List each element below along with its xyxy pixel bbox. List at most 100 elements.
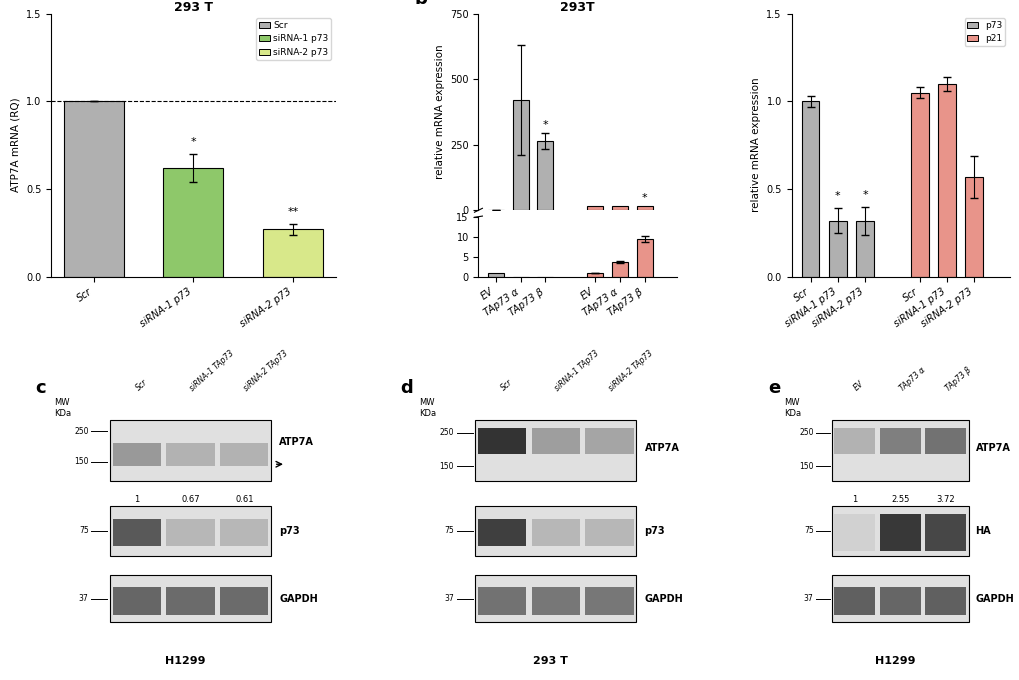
Text: Scr: Scr bbox=[135, 378, 149, 393]
Bar bbox=[937, 84, 955, 277]
Text: 1: 1 bbox=[135, 495, 140, 504]
Text: ATP7A: ATP7A bbox=[974, 443, 1010, 453]
Text: GAPDH: GAPDH bbox=[974, 594, 1013, 604]
Text: MW
KDa: MW KDa bbox=[54, 398, 70, 418]
Text: MW
KDa: MW KDa bbox=[419, 398, 436, 418]
Text: p73: p73 bbox=[279, 526, 300, 536]
Text: siRNA-2 TAp73: siRNA-2 TAp73 bbox=[242, 349, 289, 393]
Text: 150: 150 bbox=[798, 462, 813, 471]
Legend: Scr, siRNA-1 p73, siRNA-2 p73: Scr, siRNA-1 p73, siRNA-2 p73 bbox=[256, 18, 331, 60]
Bar bbox=[475, 506, 636, 556]
Bar bbox=[263, 229, 322, 277]
Text: siRNA-2 TAp73: siRNA-2 TAp73 bbox=[606, 349, 654, 393]
Bar bbox=[110, 506, 271, 556]
Text: 37: 37 bbox=[78, 594, 89, 603]
Bar bbox=[878, 587, 920, 615]
Bar bbox=[220, 443, 268, 466]
Bar bbox=[834, 513, 874, 551]
Text: 75: 75 bbox=[803, 526, 813, 535]
Bar bbox=[924, 428, 966, 454]
Text: *: * bbox=[835, 191, 840, 201]
Text: 75: 75 bbox=[443, 526, 453, 535]
Bar bbox=[832, 420, 968, 481]
Bar bbox=[110, 420, 271, 481]
Text: 0.67: 0.67 bbox=[181, 495, 200, 504]
Bar bbox=[531, 428, 580, 454]
Bar bbox=[113, 587, 161, 615]
Text: 1: 1 bbox=[851, 495, 856, 504]
Text: 75: 75 bbox=[78, 526, 89, 535]
Text: 250: 250 bbox=[798, 428, 813, 437]
Text: 0.61: 0.61 bbox=[234, 495, 254, 504]
Y-axis label: relative mRNA expression: relative mRNA expression bbox=[434, 45, 444, 180]
Text: 250: 250 bbox=[74, 427, 89, 436]
Text: *: * bbox=[191, 137, 196, 147]
Text: e: e bbox=[767, 379, 780, 397]
Bar bbox=[834, 428, 874, 454]
Text: 150: 150 bbox=[439, 462, 453, 471]
Bar bbox=[832, 506, 968, 556]
Bar bbox=[636, 239, 652, 277]
Bar bbox=[828, 220, 846, 277]
Text: H1299: H1299 bbox=[874, 656, 915, 666]
Bar bbox=[586, 206, 602, 210]
Bar bbox=[110, 575, 271, 622]
Bar bbox=[113, 443, 161, 466]
Bar bbox=[478, 519, 526, 546]
Text: 3.72: 3.72 bbox=[935, 495, 954, 504]
Bar bbox=[478, 428, 526, 454]
Text: Scr: Scr bbox=[499, 378, 515, 393]
Bar bbox=[924, 513, 966, 551]
Text: *: * bbox=[542, 120, 547, 130]
Text: H1299: H1299 bbox=[165, 656, 205, 666]
Bar bbox=[220, 587, 268, 615]
Text: TAp73 β: TAp73 β bbox=[943, 365, 972, 393]
Text: 150: 150 bbox=[74, 458, 89, 466]
Text: 2.55: 2.55 bbox=[891, 495, 909, 504]
Bar bbox=[487, 273, 503, 277]
Text: 250: 250 bbox=[439, 428, 453, 437]
Text: c: c bbox=[35, 379, 46, 397]
Text: 37: 37 bbox=[803, 594, 813, 603]
Text: b: b bbox=[415, 0, 427, 8]
Text: TAp73 α: TAp73 α bbox=[897, 365, 926, 393]
Text: 293 T: 293 T bbox=[533, 656, 568, 666]
Bar bbox=[166, 443, 215, 466]
Bar bbox=[856, 220, 873, 277]
Bar bbox=[220, 519, 268, 546]
Text: EV: EV bbox=[852, 379, 865, 393]
Y-axis label: ATP7A mRNA (RQ): ATP7A mRNA (RQ) bbox=[10, 98, 20, 192]
Text: MW
KDa: MW KDa bbox=[784, 398, 800, 418]
Bar bbox=[163, 168, 223, 277]
Bar bbox=[478, 587, 526, 615]
Bar bbox=[166, 587, 215, 615]
Bar bbox=[878, 428, 920, 454]
Bar bbox=[166, 519, 215, 546]
Bar bbox=[585, 428, 633, 454]
Text: *: * bbox=[641, 193, 647, 203]
Bar bbox=[475, 575, 636, 622]
Bar bbox=[878, 513, 920, 551]
Text: ATP7A: ATP7A bbox=[279, 437, 314, 447]
Text: siRNA-1 TAp73: siRNA-1 TAp73 bbox=[552, 349, 600, 393]
Title: 293T: 293T bbox=[559, 1, 594, 14]
Bar bbox=[910, 92, 927, 277]
Text: GAPDH: GAPDH bbox=[279, 594, 318, 604]
Text: d: d bbox=[399, 379, 413, 397]
Title: 293 T: 293 T bbox=[173, 1, 213, 14]
Y-axis label: relative mRNA expression: relative mRNA expression bbox=[750, 78, 760, 212]
Legend: p73, p21: p73, p21 bbox=[964, 18, 1005, 46]
Bar bbox=[611, 206, 628, 210]
Bar bbox=[834, 587, 874, 615]
Bar bbox=[924, 587, 966, 615]
Bar bbox=[64, 101, 123, 277]
Text: **: ** bbox=[287, 207, 299, 217]
Bar bbox=[965, 177, 982, 277]
Bar bbox=[475, 420, 636, 481]
Bar bbox=[513, 100, 528, 210]
Text: *: * bbox=[861, 190, 867, 199]
Bar bbox=[531, 519, 580, 546]
Text: HA: HA bbox=[974, 526, 990, 536]
Text: ATP7A: ATP7A bbox=[644, 443, 679, 453]
Bar bbox=[113, 519, 161, 546]
